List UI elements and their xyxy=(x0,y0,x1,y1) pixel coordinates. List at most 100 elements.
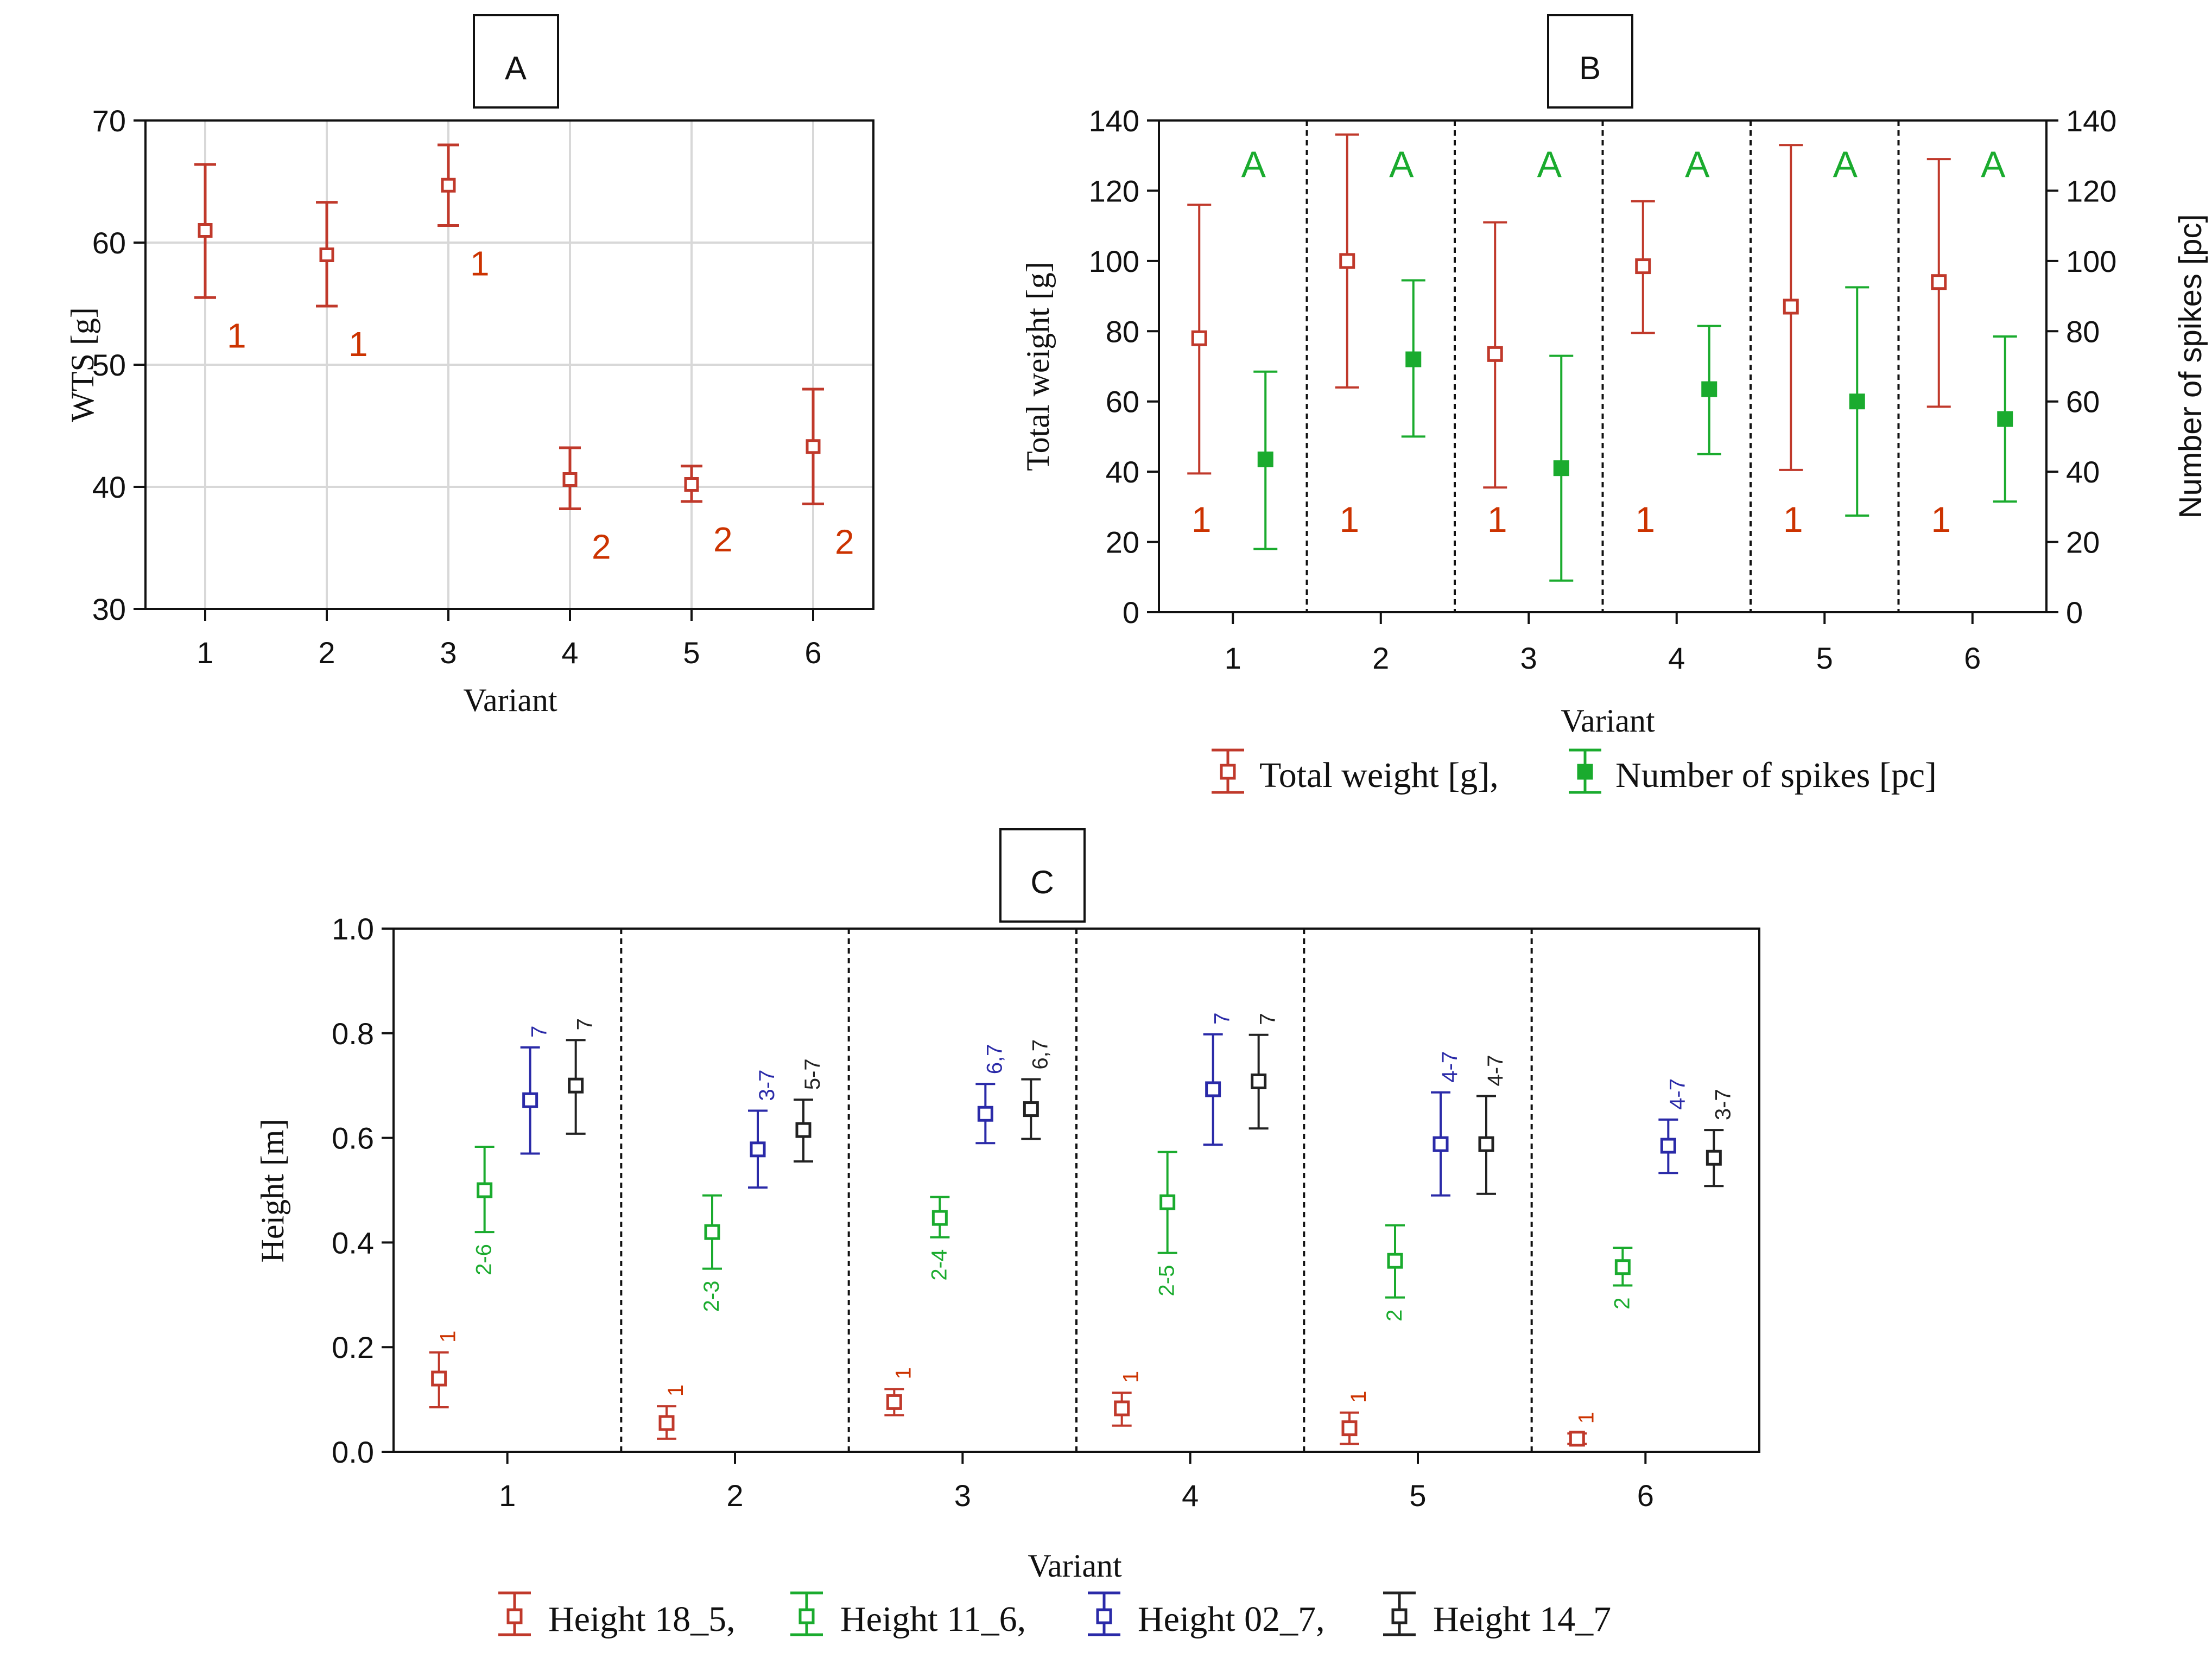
panel-b-weight-sig-label: 1 xyxy=(1487,499,1507,539)
panel-c-point xyxy=(1387,1253,1403,1269)
panel-a-y-axis-title: WTS [g] xyxy=(65,307,100,422)
panel-a-point xyxy=(684,477,699,492)
panel-c-x-tick-label: 1 xyxy=(499,1478,516,1513)
panel-c-legend-symbol-h18-5 xyxy=(498,1591,531,1636)
panel-a-sig-label: 2 xyxy=(592,528,611,567)
panel-b-sig-labels: 1 1 1 1 1 1 A A A A A A xyxy=(1191,144,2006,539)
panel-c-x-tick-label: 5 xyxy=(1409,1478,1426,1513)
panel-b-x-tick-label: 6 xyxy=(1964,641,1981,675)
panel-a-x-tick-label: 2 xyxy=(318,636,335,670)
panel-c-y-tick-label: 0.2 xyxy=(332,1330,374,1364)
panel-c-legend-symbol-h14-7 xyxy=(1383,1591,1416,1636)
panel-b-y-tick-label: 80 xyxy=(1106,314,1139,348)
panel-b-weight-sig-label: 1 xyxy=(1635,499,1655,539)
panel-c: C 0.0 0.2 0.4 0.6 0.8 1.0 1 2 3 4 5 6 1 1 1 1 1 1 2-6 2-3… xyxy=(255,828,1760,1639)
panel-b-y2-tick-label: 100 xyxy=(2066,244,2116,278)
panel-b-y-ticks-left: 0 20 40 60 80 100 120 140 xyxy=(1089,104,1159,630)
panel-c-sig-label: 1 xyxy=(1574,1412,1598,1424)
panel-b-x-tick-label: 4 xyxy=(1668,641,1685,675)
panel-b-y-axis-title: Total weight [g] xyxy=(1020,262,1056,471)
panel-a-point xyxy=(319,247,334,262)
panel-b-label: B xyxy=(1579,50,1601,86)
panel-b-y-tick-label: 60 xyxy=(1106,385,1139,419)
panel-c-sig-label: 3-7 xyxy=(755,1070,779,1101)
panel-a-label-box xyxy=(473,14,559,109)
panel-b-weight-sig-label: 1 xyxy=(1783,499,1803,539)
panel-b-y-tick-label: 20 xyxy=(1106,525,1139,560)
panel-a-label: A xyxy=(505,50,527,86)
panel-b-y-tick-label: 40 xyxy=(1106,455,1139,489)
panel-b-x-tick-label: 5 xyxy=(1816,641,1833,675)
panel-b-y2-tick-label: 0 xyxy=(2066,595,2083,630)
panel-b-weight-point xyxy=(1783,298,1799,315)
panel-b-spikes-point xyxy=(1405,351,1422,367)
panel-b-y2-tick-label: 20 xyxy=(2066,525,2100,560)
panel-c-sig-label: 5-7 xyxy=(801,1058,825,1090)
panel-c-x-tick-label: 2 xyxy=(726,1478,743,1513)
panel-b-y2-tick-label: 140 xyxy=(2066,104,2116,138)
panel-b-spikes-point xyxy=(1553,460,1569,477)
panel-c-legend: Height 18_5, Height 11_6, Height 02_7, H… xyxy=(498,1591,1611,1639)
panel-c-point xyxy=(1660,1138,1676,1154)
panel-a-x-tick-label: 3 xyxy=(440,636,457,670)
panel-c-y-tick-label: 0.6 xyxy=(332,1121,374,1155)
panel-a-y-tick-label: 60 xyxy=(92,226,126,260)
panel-c-y-tick-label: 0.8 xyxy=(332,1017,374,1051)
panel-a-point xyxy=(562,472,578,487)
panel-c-x-tick-label: 6 xyxy=(1637,1478,1654,1513)
panel-c-legend-marker xyxy=(1096,1608,1112,1624)
panel-c-legend-marker xyxy=(1391,1608,1408,1624)
panel-b-y-tick-label: 0 xyxy=(1123,595,1139,630)
panel-a-point xyxy=(806,439,821,454)
panel-c-legend-h14-7: Height 14_7 xyxy=(1433,1599,1611,1639)
panel-c-sig-label: 6,7 xyxy=(1028,1039,1052,1070)
panel-c-point xyxy=(1114,1400,1130,1417)
panel-c-x-axis-title: Variant xyxy=(1028,1548,1122,1584)
panel-c-y-tick-label: 0.4 xyxy=(332,1225,374,1260)
panel-b-weight-sig-label: 1 xyxy=(1191,499,1212,539)
panel-c-legend-marker xyxy=(506,1608,523,1624)
panel-c-sig-label: 1 xyxy=(1347,1390,1371,1402)
panel-c-point xyxy=(431,1370,447,1387)
panel-c-sig-label: 1 xyxy=(436,1331,460,1343)
panel-a-point xyxy=(198,223,213,238)
panel-c-sig-label: 1 xyxy=(664,1384,688,1396)
panel-a-y-tick-label: 50 xyxy=(92,348,126,382)
panel-c-legend-marker xyxy=(798,1608,815,1624)
panel-c-point xyxy=(1341,1420,1358,1437)
panel-b-spikes-point xyxy=(1701,381,1717,397)
panel-a-x-tick-label: 6 xyxy=(804,636,821,670)
panel-c-sig-label: 4-7 xyxy=(1438,1051,1462,1083)
panel-c-point xyxy=(1023,1101,1039,1117)
panel-c-point xyxy=(1159,1194,1176,1210)
panel-b-y-tick-label: 100 xyxy=(1089,244,1139,278)
panel-b-spikes-sig-label: A xyxy=(1685,144,1710,185)
panel-a-x-tick-label: 5 xyxy=(683,636,700,670)
panel-b-y2-axis-title: Number of spikes [pc] xyxy=(2173,214,2208,519)
panel-c-point xyxy=(522,1092,538,1108)
panel-c-point xyxy=(931,1210,948,1226)
panel-c-sig-labels: 1 1 1 1 1 1 2-6 2-3 2-4 2-5 2 2 7 3-7 6,7 7 4-7 4-7 7 5-7 6,… xyxy=(436,1012,1735,1424)
panel-a-y-tick-label: 40 xyxy=(92,470,126,504)
panel-c-legend-symbol-h02-7 xyxy=(1088,1591,1120,1636)
panel-b-spikes-sig-label: A xyxy=(1241,144,1266,185)
panel-b-spikes-sig-label: A xyxy=(1981,144,2006,185)
panel-c-legend-h18-5: Height 18_5, xyxy=(548,1599,736,1639)
panel-a-point xyxy=(441,177,456,193)
panel-c-sig-label: 7 xyxy=(573,1018,597,1030)
panel-c-sig-label: 2-5 xyxy=(1155,1265,1179,1297)
panel-b-spikes-sig-label: A xyxy=(1537,144,1562,185)
panel-b-y-ticks-right: 0 20 40 60 80 100 120 140 xyxy=(2046,104,2116,630)
panel-b-dividers xyxy=(1305,120,1900,612)
panel-c-sig-label: 2 xyxy=(1383,1310,1406,1322)
panel-c-sig-label: 3-7 xyxy=(1711,1089,1735,1120)
panel-a-x-tick-label: 4 xyxy=(561,636,578,670)
panel-c-sig-label: 7 xyxy=(1210,1012,1234,1024)
panel-b-spikes-point xyxy=(1997,411,2013,427)
panel-c-x-tick-label: 3 xyxy=(954,1478,971,1513)
panel-c-point xyxy=(886,1394,902,1410)
panel-b-weight-point xyxy=(1635,258,1651,275)
panel-c-y-ticks: 0.0 0.2 0.4 0.6 0.8 1.0 xyxy=(332,912,394,1469)
panel-a-y-ticks: 30 40 50 60 70 xyxy=(92,104,145,626)
